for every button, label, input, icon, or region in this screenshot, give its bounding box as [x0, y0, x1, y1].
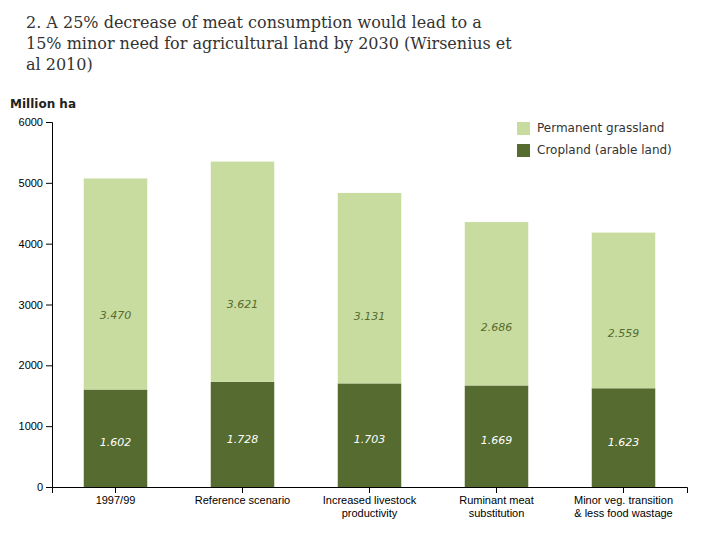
title-line: 2. A 25% decrease of meat consumption wo… [26, 13, 482, 32]
legend-swatch [517, 144, 530, 157]
bar-segment [465, 385, 529, 487]
tick: 5000 [19, 177, 52, 189]
title: 2. A 25% decrease of meat consumption wo… [26, 13, 512, 74]
title-line: al 2010) [26, 55, 93, 74]
y-axis-label: Million ha [10, 97, 76, 111]
tick-label: Minor veg. transition& less food wastage [574, 494, 673, 519]
bars [84, 162, 656, 487]
tick-label-line: Ruminant meat [459, 494, 534, 506]
data-label: 3.131 [354, 310, 386, 323]
tick-mark [115, 487, 116, 493]
bar-segment [338, 383, 402, 487]
tick-label: Ruminant meatsubstitution [459, 494, 534, 519]
tick-mark [46, 487, 52, 488]
tick-label-line: Increased livestock [323, 494, 417, 506]
bar-segment [84, 390, 148, 487]
tick-mark [46, 365, 52, 366]
bar-segment [592, 388, 656, 487]
data-label: 2.559 [608, 327, 640, 340]
bar-segment [465, 222, 529, 385]
tick-label-line: Minor veg. transition [574, 494, 673, 506]
x-axis: 1997/99 Reference scenario Increased lives… [53, 487, 688, 519]
legend-swatch [517, 122, 530, 135]
data-labels: 1.602 1.728 1.703 1.669 1.623 3.470 3.621 3.131… [100, 298, 640, 449]
bar-segment [211, 382, 275, 487]
data-label: 2.686 [481, 321, 513, 334]
legend: Permanent grassland Cropland (arable land… [517, 121, 672, 157]
legend-label: Permanent grassland [537, 121, 664, 135]
bar-segment [338, 193, 402, 383]
tick: Reference scenario [195, 487, 290, 506]
tick: 6000 [19, 116, 52, 128]
data-label: 1.728 [227, 433, 259, 446]
tick-label: 4000 [19, 238, 43, 250]
tick-label: 2000 [19, 359, 43, 371]
tick-mark [46, 244, 52, 245]
tick-mark [369, 487, 370, 493]
legend-label: Cropland (arable land) [537, 143, 672, 157]
bar-segment [84, 178, 148, 389]
legend-item: Permanent grassland [517, 121, 664, 135]
tick-label: 1997/99 [96, 494, 136, 506]
bar-segment [211, 162, 275, 382]
tick-label: Reference scenario [195, 494, 290, 506]
chart: 2. A 25% decrease of meat consumption wo… [0, 0, 709, 539]
tick: 3000 [19, 299, 52, 311]
tick-label-line: productivity [342, 507, 398, 519]
tick-label: 5000 [19, 177, 43, 189]
tick-mark [46, 305, 52, 306]
data-label: 1.602 [100, 436, 132, 449]
tick: Ruminant meatsubstitution [459, 487, 534, 519]
tick: 1997/99 [96, 487, 136, 506]
axis-line [53, 488, 688, 494]
data-label: 1.669 [481, 434, 513, 447]
tick-label: 3000 [19, 299, 43, 311]
tick-label-line: & less food wastage [574, 507, 672, 519]
legend-item: Cropland (arable land) [517, 143, 672, 157]
tick: Minor veg. transition& less food wastage [574, 487, 673, 519]
tick-label: 1000 [19, 420, 43, 432]
tick: 2000 [19, 359, 52, 371]
bar-segment [592, 233, 656, 389]
tick-label: 0 [37, 481, 43, 493]
tick-label-line: 1997/99 [96, 494, 136, 506]
tick-mark [46, 183, 52, 184]
tick-mark [46, 122, 52, 123]
tick-label-line: Reference scenario [195, 494, 290, 506]
data-label: 1.623 [608, 436, 640, 449]
tick: 4000 [19, 238, 52, 250]
tick: 0 [37, 481, 52, 493]
tick-label: 6000 [19, 116, 43, 128]
axis-line [46, 123, 53, 488]
data-label: 3.621 [227, 298, 259, 311]
title-line: 15% minor need for agricultural land by … [26, 34, 512, 53]
plot: 0 1000 2000 3000 4000 5000 6000 1997/99 Referenc… [10, 97, 688, 519]
tick-mark [623, 487, 624, 493]
tick: Increased livestockproductivity [323, 487, 417, 519]
data-label: 1.703 [354, 433, 386, 446]
tick: 1000 [19, 420, 52, 432]
tick-mark [496, 487, 497, 493]
tick-mark [46, 426, 52, 427]
tick-label: Increased livestockproductivity [323, 494, 417, 519]
tick-label-line: substitution [469, 507, 525, 519]
tick-mark [242, 487, 243, 493]
data-label: 3.470 [100, 309, 132, 322]
y-axis: 0 1000 2000 3000 4000 5000 6000 [19, 116, 53, 493]
